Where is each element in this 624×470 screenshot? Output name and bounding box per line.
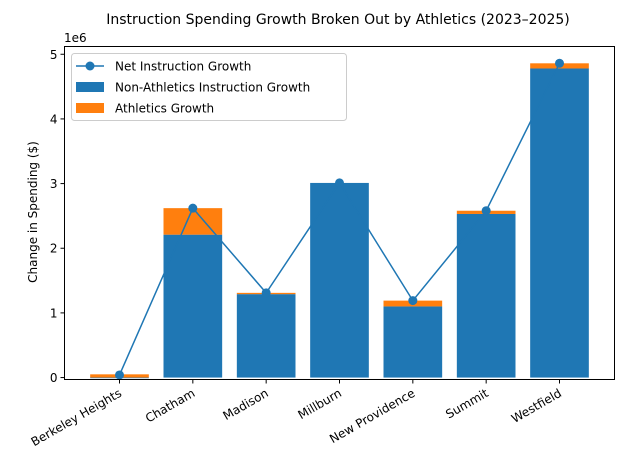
legend-label-athletics: Athletics Growth — [115, 102, 214, 116]
y-axis-ticks: 0 1 2 3 4 5 — [50, 48, 65, 385]
x-tick-label: Chatham — [143, 386, 197, 425]
net-growth-point — [481, 206, 491, 216]
x-tick-label: Millburn — [296, 386, 344, 422]
net-growth-point — [335, 178, 344, 188]
net-growth-point — [555, 58, 564, 68]
legend-label-non-athletics: Non-Athletics Instruction Growth — [115, 81, 310, 95]
legend-swatch-non-athletics — [76, 82, 104, 92]
legend-marker-swatch — [85, 61, 95, 71]
net-growth-point — [188, 203, 198, 213]
bar-non-athletics — [383, 306, 443, 378]
legend-frame — [71, 53, 347, 121]
bar-non-athletics — [530, 68, 589, 378]
y-tick-label: 1 — [50, 306, 58, 320]
y-axis-label: Change in Spending ($) — [26, 141, 40, 283]
net-growth-point — [408, 296, 418, 306]
y-axis-offset-label: 1e6 — [64, 31, 87, 45]
net-growth-point — [115, 370, 124, 380]
x-tick-label: Madison — [220, 386, 270, 423]
bar-non-athletics — [310, 182, 369, 378]
x-tick-label: Westfield — [509, 386, 564, 426]
bar-non-athletics — [236, 294, 296, 378]
x-axis-ticks: Berkeley Heights Chatham Madison MillburnNe… — [29, 379, 564, 449]
y-tick-label: 2 — [50, 242, 58, 256]
bar-non-athletics — [163, 234, 223, 378]
x-tick-label: Berkeley Heights — [29, 386, 124, 449]
net-growth-point — [261, 288, 271, 298]
bar-non-athletics — [456, 213, 516, 378]
legend: Net Instruction Growth Non-Athletics Ins… — [71, 53, 347, 121]
x-tick-label: Summit — [443, 386, 491, 422]
legend-swatch-athletics — [76, 103, 104, 113]
y-tick-label: 0 — [50, 371, 58, 385]
y-tick-label: 3 — [50, 177, 58, 191]
chart-title: Instruction Spending Growth Broken Out b… — [106, 12, 570, 28]
y-tick-label: 4 — [50, 112, 58, 126]
y-tick-label: 5 — [50, 48, 58, 62]
net-line-group — [115, 58, 564, 380]
legend-label-net: Net Instruction Growth — [115, 60, 251, 74]
